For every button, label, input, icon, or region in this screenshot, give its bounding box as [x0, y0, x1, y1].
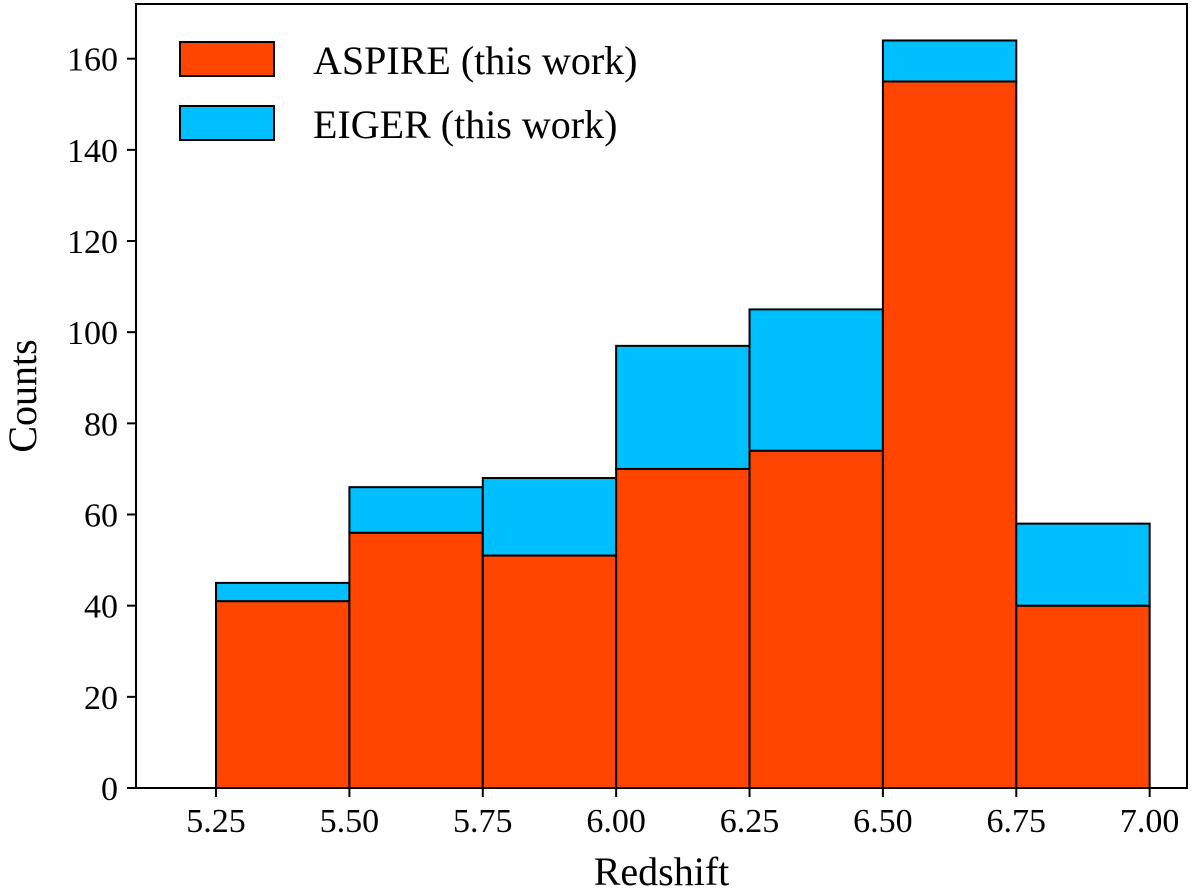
y-tick-label: 80 [84, 406, 118, 443]
x-tick-label: 5.50 [320, 803, 380, 840]
legend-label-eiger: EIGER (this work) [313, 102, 617, 147]
plot-frame [135, 3, 1188, 789]
x-tick-label: 5.25 [186, 803, 246, 840]
bar-aspire-bin-1 [215, 600, 351, 789]
bar-eiger-bin-7 [1015, 522, 1151, 607]
bar-eiger-bin-5 [748, 308, 884, 452]
bar-aspire-bin-7 [1015, 604, 1151, 790]
x-axis: 5.25 5.50 5.75 6.00 6.25 6.50 6.75 7.00 [186, 788, 1179, 840]
y-tick-label: 140 [67, 133, 118, 170]
y-tick-label: 60 [84, 498, 118, 535]
y-tick-label: 100 [67, 315, 118, 352]
x-tick-label: 6.25 [720, 803, 780, 840]
y-tick-label: 160 [67, 42, 118, 79]
x-tick-label: 6.50 [853, 803, 913, 840]
bar-eiger-bin-3 [481, 477, 618, 557]
bars-group [215, 39, 1151, 790]
x-tick-label: 6.75 [987, 803, 1047, 840]
legend: ASPIRE (this work) EIGER (this work) [179, 38, 637, 147]
bar-aspire-bin-6 [881, 80, 1018, 790]
bar-eiger-bin-2 [348, 486, 484, 534]
x-axis-title: Redshift [594, 849, 730, 890]
bar-eiger-bin-6 [881, 39, 1018, 83]
y-tick-label: 40 [84, 589, 118, 626]
bar-eiger-bin-4 [615, 344, 751, 470]
legend-label-aspire: ASPIRE (this work) [313, 38, 637, 83]
bar-aspire-bin-5 [748, 449, 884, 789]
y-axis: 0 20 40 60 80 100 120 140 160 [67, 42, 136, 808]
bar-eiger-bin-1 [215, 581, 351, 603]
y-axis-title: Counts [0, 339, 45, 452]
x-tick-label: 5.75 [453, 803, 513, 840]
x-tick-label: 7.00 [1120, 803, 1180, 840]
legend-swatch-aspire [179, 41, 275, 77]
y-tick-label: 120 [67, 224, 118, 261]
bar-aspire-bin-2 [348, 531, 484, 790]
y-tick-label: 0 [101, 771, 118, 808]
legend-swatch-eiger [179, 105, 275, 141]
bar-aspire-bin-4 [615, 467, 751, 789]
y-tick-label: 20 [84, 680, 118, 717]
x-tick-label: 6.00 [586, 803, 646, 840]
bar-aspire-bin-3 [481, 554, 618, 790]
